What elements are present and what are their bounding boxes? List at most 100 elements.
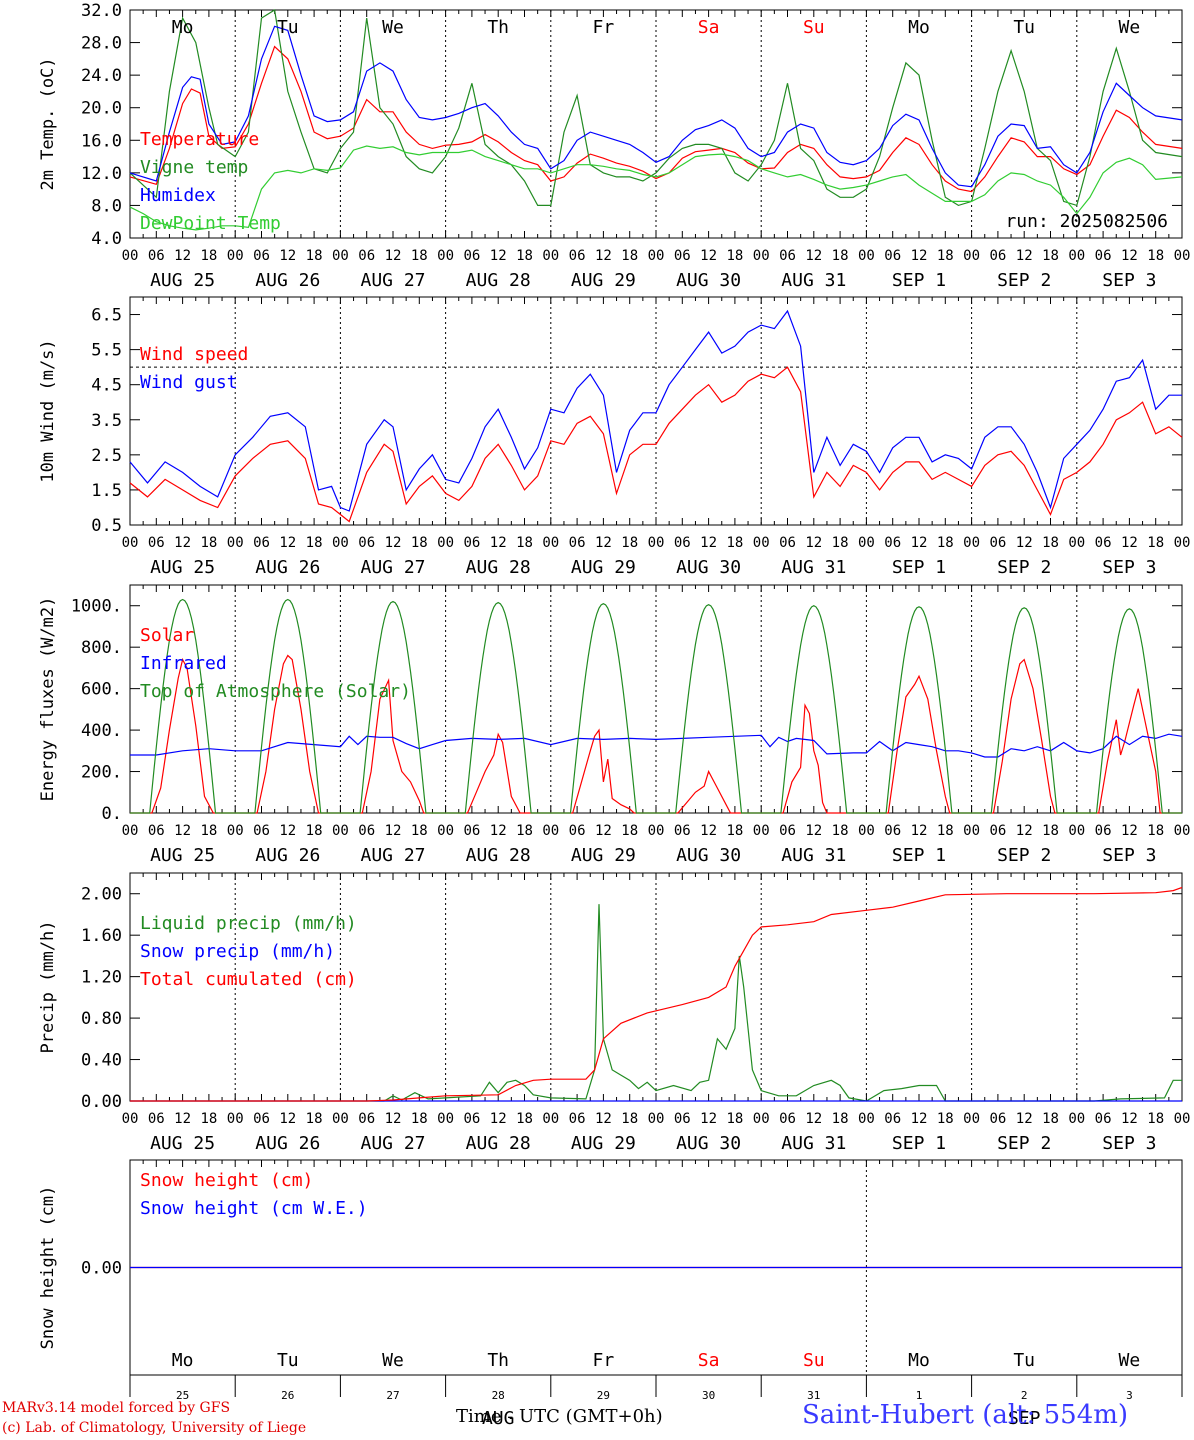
hour-label: 18 [1147, 1111, 1164, 1127]
hour-label: 12 [700, 535, 717, 551]
date-label: AUG 26 [255, 1133, 320, 1154]
hour-label: 12 [805, 1111, 822, 1127]
hour-label: 18 [726, 823, 743, 839]
date-label: AUG 25 [150, 557, 215, 578]
legend-entry: Infrared [140, 653, 227, 674]
hour-label: 12 [1016, 248, 1033, 264]
hour-label: 18 [306, 823, 323, 839]
hour-label: 12 [174, 1111, 191, 1127]
hour-label: 00 [437, 1111, 454, 1127]
hour-label: 18 [832, 535, 849, 551]
date-label: AUG 26 [255, 557, 320, 578]
y-axis-label: Precip (mm/h) [38, 920, 58, 1053]
day-name: Fr [593, 1350, 615, 1371]
day-name: We [1119, 1350, 1141, 1371]
series-line [129, 25, 1183, 188]
hour-label: 06 [989, 823, 1006, 839]
hour-label: 06 [1095, 823, 1112, 839]
hour-label: 12 [911, 1111, 928, 1127]
date-label: AUG 30 [676, 1133, 741, 1154]
hour-label: 00 [963, 1111, 980, 1127]
month-label: AUG [482, 1408, 515, 1429]
date-label: SEP 2 [997, 1133, 1051, 1154]
day-name: We [382, 1350, 404, 1371]
day-name: Mo [908, 17, 930, 38]
hour-label: 00 [227, 248, 244, 264]
hour-label: 06 [463, 823, 480, 839]
hour-label: 00 [753, 823, 770, 839]
y-tick-label: 5.5 [91, 341, 122, 361]
y-tick-label: 0.40 [81, 1051, 122, 1071]
hour-label: 12 [1016, 535, 1033, 551]
hour-label: 18 [1042, 1111, 1059, 1127]
station-name: Saint-Hubert (alt: 554m) [802, 1400, 1129, 1430]
hour-label: 18 [200, 248, 217, 264]
hour-label: 12 [700, 1111, 717, 1127]
hour-label: 12 [385, 248, 402, 264]
date-label: AUG 26 [255, 845, 320, 866]
legend-entry: Snow height (cm) [140, 1170, 313, 1191]
y-tick-label: 0. [102, 804, 122, 824]
series-line [130, 904, 1182, 1102]
date-label: AUG 27 [360, 557, 425, 578]
legend-entry: Top of Atmosphere (Solar) [140, 681, 411, 702]
y-tick-label: 24.0 [81, 66, 122, 86]
series-line [130, 654, 1182, 814]
hour-label: 06 [358, 1111, 375, 1127]
series-line [129, 45, 1183, 193]
legend-entry: Liquid precip (mm/h) [140, 913, 357, 934]
hour-label: 06 [569, 823, 586, 839]
hour-label: 06 [358, 248, 375, 264]
y-tick-label: 6.5 [91, 306, 122, 326]
hour-label: 00 [542, 1111, 559, 1127]
date-label: SEP 3 [1102, 270, 1156, 291]
day-number: 2 [1021, 1389, 1028, 1402]
legend-entry: Temperature [140, 129, 259, 150]
y-axis-label: Snow height (cm) [38, 1186, 58, 1350]
y-tick-label: 400. [81, 721, 122, 741]
hour-label: 18 [516, 535, 533, 551]
day-name: Fr [593, 17, 615, 38]
hour-label: 18 [1147, 535, 1164, 551]
panel-3 [129, 584, 1183, 814]
hour-label: 00 [1174, 1111, 1191, 1127]
day-number: 26 [281, 1389, 294, 1402]
hour-label: 18 [1042, 248, 1059, 264]
hour-label: 12 [1121, 248, 1138, 264]
y-tick-label: 20.0 [81, 99, 122, 119]
hour-label: 12 [805, 823, 822, 839]
day-number: 27 [386, 1389, 399, 1402]
hour-label: 06 [1095, 535, 1112, 551]
date-label: AUG 27 [360, 845, 425, 866]
hour-label: 06 [884, 248, 901, 264]
hour-label: 06 [779, 823, 796, 839]
legend-entry: Snow precip (mm/h) [140, 941, 335, 962]
hour-label: 06 [779, 248, 796, 264]
hour-label: 00 [963, 535, 980, 551]
month-label: SEP [1008, 1408, 1041, 1429]
date-label: SEP 1 [892, 557, 946, 578]
hour-label: 06 [463, 535, 480, 551]
panel-5 [129, 1159, 1183, 1376]
hour-label: 06 [463, 248, 480, 264]
hour-label: 06 [779, 535, 796, 551]
y-tick-label: 2.5 [91, 446, 122, 466]
date-label: AUG 28 [466, 845, 531, 866]
hour-label: 00 [332, 823, 349, 839]
hour-label: 12 [279, 248, 296, 264]
day-name: Mo [172, 1350, 194, 1371]
hour-label: 18 [411, 1111, 428, 1127]
legend-entry: Vigne temp [140, 157, 248, 178]
date-label: AUG 25 [150, 845, 215, 866]
date-label: AUG 29 [571, 557, 636, 578]
time-axis-title: Time - UTC (GMT+0h) [456, 1406, 663, 1427]
date-label: AUG 27 [360, 270, 425, 291]
day-name: Sa [698, 1350, 720, 1371]
date-label: SEP 3 [1102, 557, 1156, 578]
legend-entry: Humidex [140, 185, 216, 206]
day-name: We [1119, 17, 1141, 38]
hour-label: 06 [358, 535, 375, 551]
y-tick-label: 2.00 [81, 885, 122, 905]
hour-label: 06 [253, 248, 270, 264]
